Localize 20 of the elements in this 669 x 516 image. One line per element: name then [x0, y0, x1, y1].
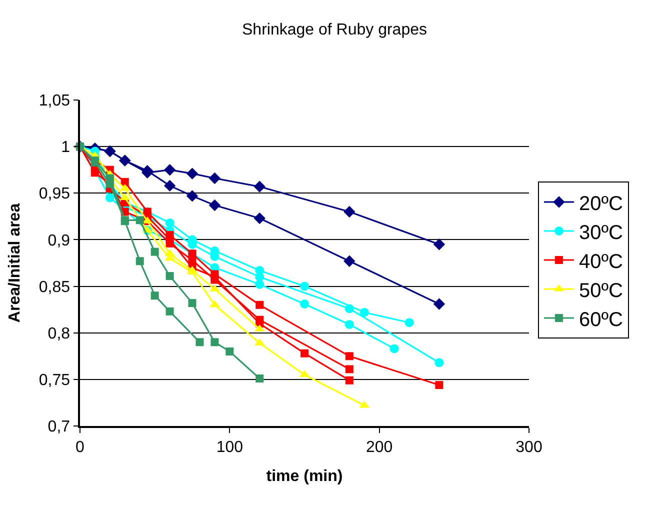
y-tick-label: 0,95 [38, 186, 70, 203]
y-tick-label: 1,05 [38, 92, 70, 110]
legend-label: 60ºC [578, 308, 623, 331]
y-tick-label: 0,7 [48, 418, 70, 436]
x-tick-label: 300 [516, 438, 542, 456]
x-tick-label: 200 [366, 438, 393, 456]
chart-title: Shrinkage of Ruby grapes [242, 21, 427, 38]
y-tick-label: 1 [61, 139, 70, 156]
x-axis-title: time (min) [266, 468, 343, 486]
y-axis-title: Area/Initial area [6, 203, 24, 323]
y-tick-label: 0,9 [48, 232, 70, 250]
legend-label: 20ºC [578, 192, 623, 215]
y-tick-label: 0,8 [48, 325, 70, 342]
y-tick-label: 0,85 [38, 278, 70, 296]
legend-label: 30ºC [578, 222, 623, 244]
y-tick-label: 0,75 [38, 372, 70, 390]
legend-label: 50ºC [578, 280, 623, 302]
legend-label: 40ºC [578, 250, 623, 273]
x-tick-label: 0 [76, 438, 85, 456]
x-tick-label: 100 [216, 438, 244, 456]
